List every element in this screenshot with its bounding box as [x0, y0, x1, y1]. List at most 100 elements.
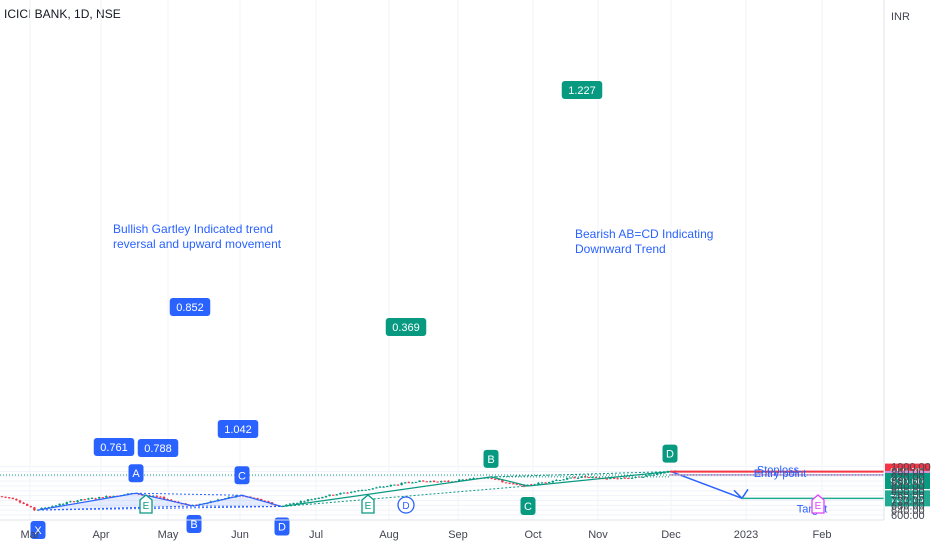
gartley-ratio-label: 0.788	[144, 443, 172, 455]
candle-body	[501, 479, 504, 483]
price-tag-label: 930.60	[890, 476, 924, 488]
candle-body	[335, 494, 338, 496]
candle-body	[558, 480, 562, 482]
x-tick-label: Apr	[92, 529, 109, 541]
abcd-point-label-box	[662, 444, 678, 463]
candle-body	[497, 479, 500, 481]
y-tick-label: 840.00	[891, 481, 925, 493]
candle-body	[292, 503, 295, 505]
candle-body	[108, 496, 112, 498]
abcd-ratio-line	[490, 471, 671, 478]
candle-body	[51, 506, 54, 508]
pattern-labels: X A B C D 0.852 0.761 0.788 1.042 B C D 0.369 1.227 E E…	[30, 81, 825, 540]
y-tick-label: 680.00	[891, 500, 925, 512]
gartley-annotation: Bullish Gartley Indicated trend reversal…	[113, 222, 282, 251]
gartley-ratio-label: 1.042	[224, 424, 252, 436]
candle-body	[407, 482, 410, 484]
price-tag	[885, 472, 930, 489]
candle-body	[645, 475, 648, 477]
candle-body	[616, 478, 619, 480]
candle-body	[414, 481, 418, 483]
candle-body	[267, 501, 270, 503]
candle-body	[562, 479, 565, 481]
abcd-line	[281, 470, 671, 508]
candle-body	[443, 480, 446, 482]
candle-body	[8, 497, 11, 499]
y-tick-label: 960.00	[891, 466, 925, 478]
currency-label: INR	[891, 11, 910, 23]
abcd-point-label: B	[487, 454, 494, 466]
candle-body	[418, 480, 421, 483]
candle-body	[72, 501, 76, 503]
candle-body	[612, 477, 616, 479]
event-marker-label: E	[815, 501, 822, 512]
x-tick-label: Mar	[21, 529, 40, 541]
candle-body	[94, 498, 97, 500]
y-tick-label: 800.00	[891, 486, 925, 498]
candle-body	[33, 507, 36, 511]
candle-body	[659, 473, 662, 475]
gartley-point-label: B	[190, 519, 197, 531]
gartley-ratio-label-box	[93, 438, 135, 456]
abcd-ratio-label-box	[385, 318, 427, 336]
candle-body	[537, 482, 540, 485]
gartley-ratio-label-box	[137, 439, 179, 457]
gartley-point-label-box	[234, 466, 250, 485]
candle-body	[317, 497, 320, 499]
candle-body	[126, 493, 130, 495]
candle-body	[18, 500, 22, 503]
earnings-marker	[361, 494, 375, 514]
candle-body	[429, 481, 432, 483]
x-tick-label: Feb	[813, 529, 832, 541]
event-marker-label: D	[402, 501, 409, 512]
earnings-marker	[139, 494, 153, 514]
gartley-point-label-box	[128, 464, 144, 483]
candle-body	[364, 489, 367, 491]
y-tick-label: 1000.00	[891, 462, 931, 474]
gartley-ratio-label: 0.852	[176, 302, 204, 314]
candle-body	[62, 503, 65, 505]
candle-body	[440, 481, 443, 483]
abcd-ratio-label: 1.227	[568, 85, 596, 97]
gartley-point-label: A	[132, 468, 140, 480]
abcd-annotation: Bearish AB=CD Indicating Downward Trend	[575, 227, 714, 256]
candle-body	[472, 478, 475, 480]
candle-body	[555, 479, 558, 481]
candle-body	[540, 482, 544, 484]
earnings-marker	[811, 494, 825, 514]
candle-body	[310, 499, 313, 501]
candle-body	[101, 497, 104, 499]
candle-body	[584, 476, 587, 478]
candle-body	[26, 504, 29, 506]
candle-body	[40, 507, 43, 510]
candle-body	[324, 496, 328, 498]
candle-body	[155, 495, 158, 497]
candle-body	[15, 498, 18, 501]
abcd-ratio-label-box	[561, 81, 603, 99]
gartley-ratio-label-box	[217, 420, 259, 438]
gartley-ratio-line	[37, 506, 283, 511]
candle-body	[303, 501, 306, 503]
candle-body	[663, 472, 666, 474]
pattern-lines	[37, 470, 749, 511]
price-tag	[885, 490, 930, 507]
x-tick-label: 2023	[734, 529, 758, 541]
candle-body	[353, 491, 356, 493]
candle-body	[29, 506, 32, 508]
candle-body	[461, 479, 464, 481]
price-tag-label: 737.75	[890, 493, 924, 505]
y-tick-label: 720.00	[891, 495, 925, 507]
candle-body	[512, 483, 515, 485]
candle-body	[519, 484, 522, 486]
candle-body	[339, 492, 342, 495]
gartley-point-label-box	[30, 521, 46, 540]
x-tick-label: Oct	[524, 529, 541, 541]
candle-body	[594, 476, 598, 478]
abcd-ratio-line	[281, 485, 529, 508]
candle-body	[551, 480, 554, 483]
candle-body	[609, 478, 612, 480]
x-tick-label: Jul	[309, 529, 323, 541]
